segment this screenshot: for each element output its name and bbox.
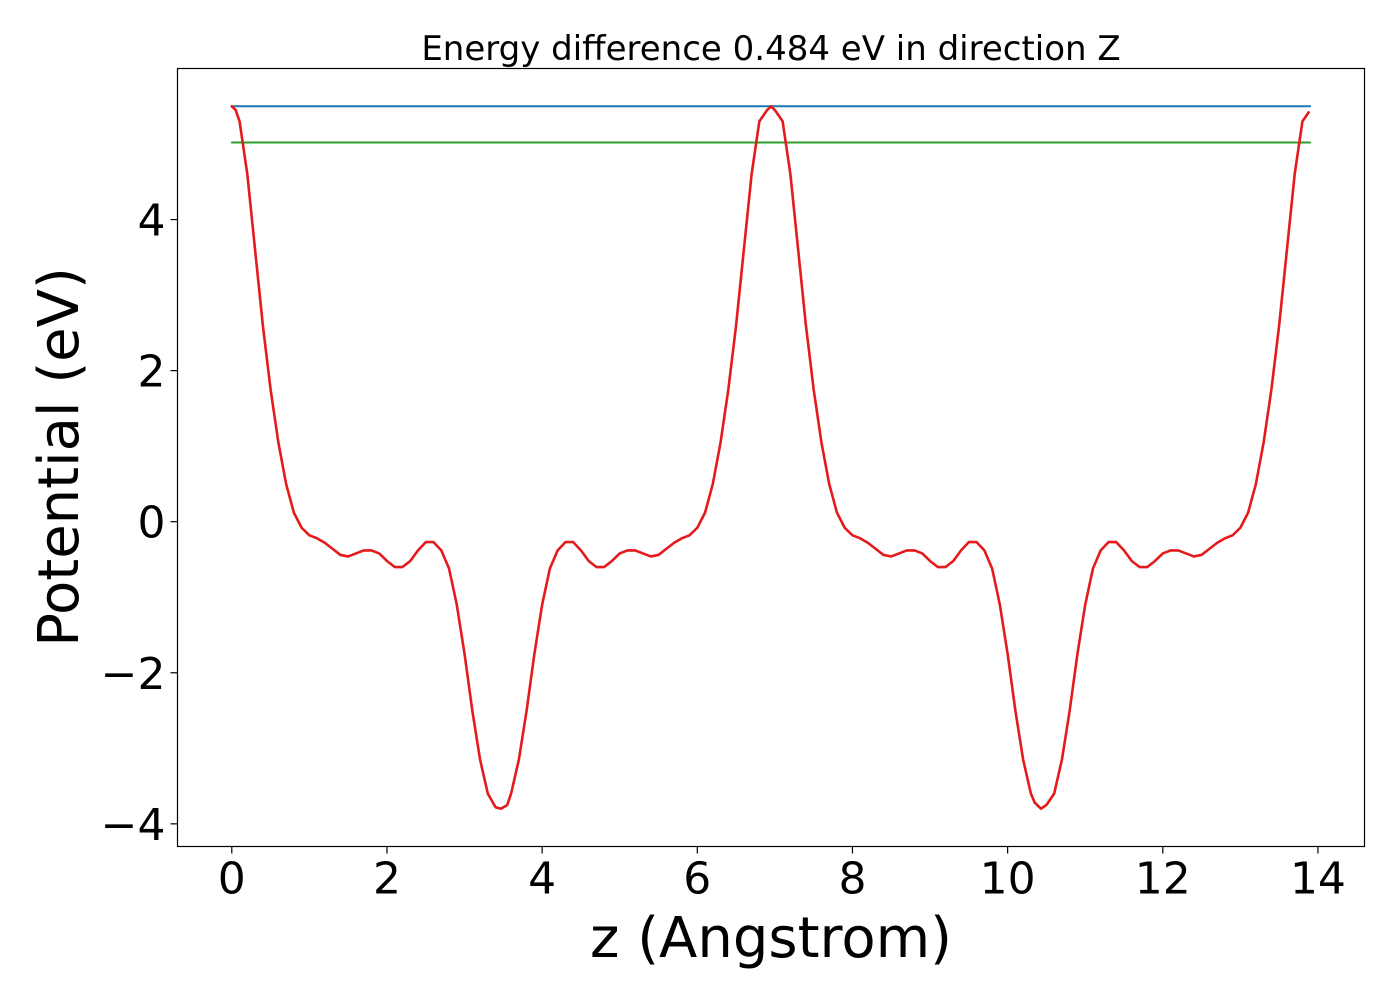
plot-frame (176, 67, 1366, 848)
x-axis-label: z (Angstrom) (590, 906, 952, 971)
x-tick-label: 8 (838, 854, 866, 905)
x-tick-label: 4 (528, 854, 556, 905)
y-tick-label: −4 (101, 800, 166, 851)
x-tick-label: 12 (1135, 854, 1191, 905)
x-axis: 0 2 4 6 8 10 12 14 (218, 846, 1346, 905)
plot-area (230, 104, 1312, 811)
x-tick-label: 14 (1290, 854, 1346, 905)
y-axis: −4 −2 0 2 4 (101, 196, 178, 851)
chart-title: Energy difference 0.484 eV in direction … (421, 29, 1120, 69)
y-tick-label: 0 (138, 498, 166, 549)
x-tick-label: 10 (980, 854, 1036, 905)
x-tick-label: 6 (683, 854, 711, 905)
y-axis-label: Potential (eV) (27, 267, 92, 647)
y-tick-label: 4 (138, 196, 166, 247)
y-tick-label: −2 (101, 649, 166, 700)
x-tick-label: 0 (218, 854, 246, 905)
y-tick-label: 2 (138, 347, 166, 398)
series-line-2 (230, 104, 1310, 811)
x-tick-label: 2 (373, 854, 401, 905)
